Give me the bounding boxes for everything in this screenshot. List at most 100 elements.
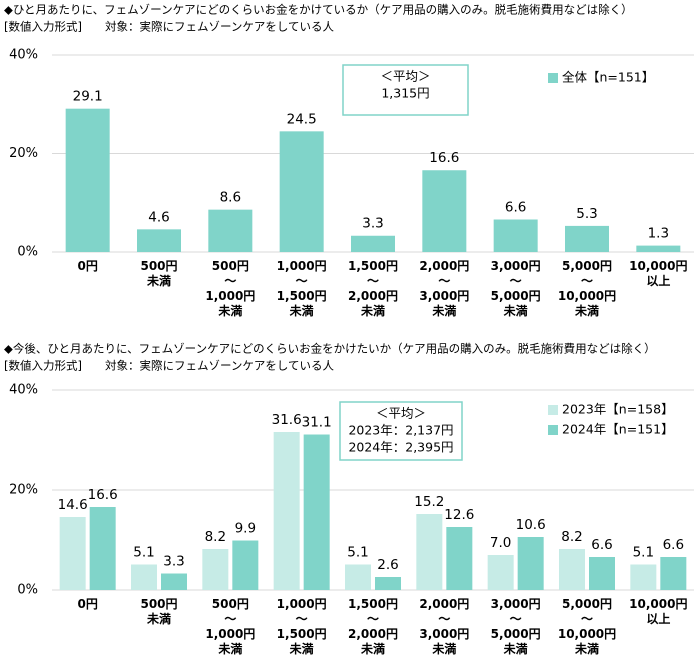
value-label: 2.6 bbox=[377, 557, 398, 573]
x-tick-label: 10,000円以上 bbox=[629, 597, 687, 626]
y-tick-label: 20% bbox=[9, 483, 38, 498]
value-label: 15.2 bbox=[414, 494, 444, 510]
x-tick-line: 10,000円 bbox=[629, 259, 687, 273]
x-tick-line: 5,000円 bbox=[562, 259, 612, 273]
bar bbox=[273, 432, 300, 590]
x-tick-line: ～ bbox=[367, 274, 379, 288]
bar bbox=[131, 564, 157, 590]
value-label: 5.1 bbox=[633, 545, 654, 561]
bar bbox=[589, 557, 615, 590]
y-tick-label: 0% bbox=[17, 245, 38, 260]
bar bbox=[422, 170, 467, 252]
bar bbox=[202, 549, 229, 590]
x-tick-line: ～ bbox=[510, 612, 522, 626]
value-label: 1.3 bbox=[648, 226, 669, 242]
chart-subtitle: [数値入力形式] 対象：実際にフェムゾーンケアをしている人 bbox=[4, 359, 335, 373]
y-tick-label: 0% bbox=[17, 583, 38, 598]
x-tick-label: 10,000円以上 bbox=[629, 259, 687, 288]
value-label: 6.6 bbox=[505, 199, 526, 215]
x-tick-line: 1,500円 bbox=[277, 289, 327, 303]
x-tick-label: 1,000円～ 1,500円未満 bbox=[277, 597, 327, 656]
x-tick-line: 未満 bbox=[431, 303, 456, 318]
x-tick-line: 以上 bbox=[646, 611, 670, 626]
value-label: 9.9 bbox=[235, 521, 256, 537]
x-tick-line: 10,000円 bbox=[629, 597, 687, 611]
value-label: 7.0 bbox=[490, 535, 511, 551]
bar bbox=[630, 564, 657, 590]
bar bbox=[375, 577, 401, 590]
value-label: 8.6 bbox=[220, 190, 241, 206]
value-label: 31.1 bbox=[302, 415, 332, 431]
bar bbox=[303, 434, 330, 590]
legend-label: 2023年【n=158】 bbox=[562, 402, 674, 417]
bar bbox=[565, 225, 609, 252]
x-tick-line: 1,500円 bbox=[348, 259, 398, 273]
legend-label: 2024年【n=151】 bbox=[562, 422, 674, 437]
legend-swatch bbox=[548, 425, 558, 435]
bar bbox=[487, 555, 514, 590]
x-tick-line: 3,000円 bbox=[419, 627, 469, 641]
x-tick-label: 500円未満 bbox=[140, 597, 177, 626]
x-tick-line: ～ bbox=[581, 612, 593, 626]
annotation-box bbox=[342, 64, 469, 116]
x-tick-line: 500円 bbox=[212, 597, 249, 611]
x-tick-line: 500円 bbox=[212, 259, 249, 273]
value-label: 4.6 bbox=[148, 209, 169, 225]
bar bbox=[208, 209, 253, 252]
x-tick-line: 未満 bbox=[574, 303, 599, 318]
x-tick-line: 未満 bbox=[360, 303, 385, 318]
x-tick-line: 未満 bbox=[431, 641, 456, 656]
value-label: 5.1 bbox=[133, 545, 154, 561]
x-tick-line: 未満 bbox=[503, 303, 528, 318]
value-label: 6.6 bbox=[663, 537, 684, 553]
x-tick-line: ～ bbox=[224, 274, 236, 288]
bar bbox=[161, 573, 187, 590]
y-tick-label: 20% bbox=[9, 146, 38, 161]
x-tick-label: 0円 bbox=[77, 259, 97, 273]
chart-title: ◆今後、ひと月あたりに、フェムゾーンケアにどのくらいお金をかけたいか（ケア用品の… bbox=[4, 342, 656, 356]
value-label: 10.6 bbox=[516, 517, 546, 533]
x-tick-label: 3,000円～ 5,000円未満 bbox=[491, 597, 541, 656]
x-tick-label: 1,500円～ 2,000円未満 bbox=[348, 259, 398, 318]
x-tick-line: 0円 bbox=[77, 597, 97, 611]
value-label: 31.6 bbox=[272, 412, 302, 428]
x-tick-line: 未満 bbox=[146, 273, 171, 288]
x-tick-line: 3,000円 bbox=[491, 597, 541, 611]
x-tick-line: 2,000円 bbox=[348, 627, 398, 641]
annotation-box bbox=[339, 401, 463, 461]
x-tick-line: ～ bbox=[510, 274, 522, 288]
value-label: 16.6 bbox=[429, 150, 459, 166]
x-tick-line: 1,000円 bbox=[277, 259, 327, 273]
y-tick-label: 40% bbox=[9, 48, 38, 63]
bar bbox=[279, 131, 324, 252]
legend-swatch bbox=[548, 405, 558, 415]
annotation-text: 1,315円 bbox=[381, 86, 429, 101]
x-tick-line: 未満 bbox=[289, 641, 314, 656]
x-tick-line: 未満 bbox=[503, 641, 528, 656]
bar bbox=[89, 507, 116, 590]
x-tick-line: ～ bbox=[438, 274, 450, 288]
legend-swatch bbox=[548, 73, 558, 83]
x-tick-line: 1,000円 bbox=[205, 289, 255, 303]
x-tick-label: 2,000円～ 3,000円未満 bbox=[419, 259, 469, 318]
x-tick-label: 3,000円～ 5,000円未満 bbox=[491, 259, 541, 318]
x-tick-line: 10,000円 bbox=[558, 289, 616, 303]
x-tick-line: 3,000円 bbox=[419, 289, 469, 303]
annotation-text: ＜平均＞ bbox=[380, 69, 430, 84]
bar bbox=[517, 537, 544, 590]
x-tick-line: 0円 bbox=[77, 259, 97, 273]
x-tick-label: 500円未満 bbox=[140, 259, 177, 288]
value-label: 3.3 bbox=[163, 554, 184, 570]
annotation-text: ＜平均＞ bbox=[376, 406, 426, 421]
x-tick-line: 未満 bbox=[146, 611, 171, 626]
x-tick-line: 500円 bbox=[140, 597, 177, 611]
annotation-text: 2024年：2,395円 bbox=[348, 440, 453, 455]
bar bbox=[232, 540, 259, 590]
x-tick-line: 未満 bbox=[360, 641, 385, 656]
y-tick-label: 40% bbox=[9, 383, 38, 398]
x-tick-line: ～ bbox=[367, 612, 379, 626]
bar bbox=[446, 527, 473, 590]
x-tick-label: 2,000円～ 3,000円未満 bbox=[419, 597, 469, 656]
x-tick-line: 未満 bbox=[289, 303, 314, 318]
x-tick-label: 1,000円～ 1,500円未満 bbox=[277, 259, 327, 318]
